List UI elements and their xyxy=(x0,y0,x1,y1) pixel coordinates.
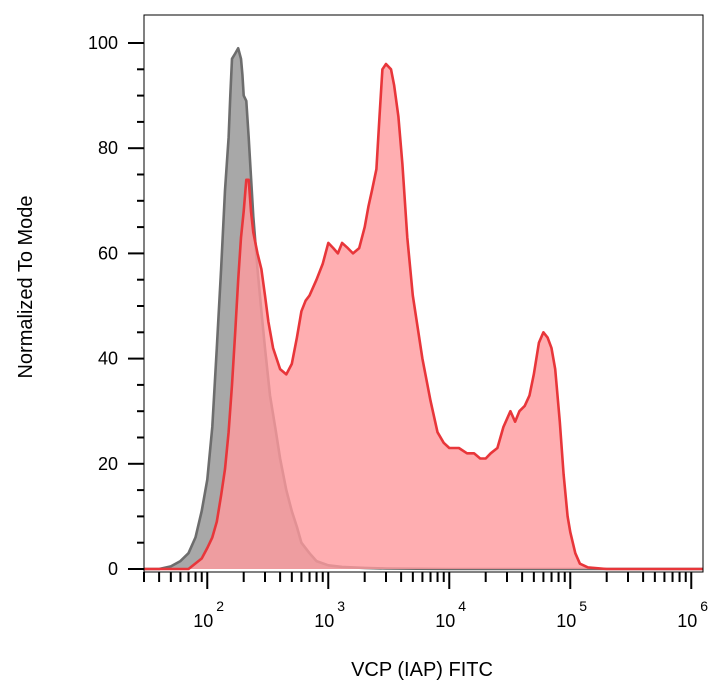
x-tick-label: 102 xyxy=(193,598,224,631)
y-tick-label: 40 xyxy=(98,349,118,369)
x-axis-title: VCP (IAP) FITC xyxy=(351,659,493,681)
y-tick-label: 100 xyxy=(88,33,118,53)
x-tick-label: 105 xyxy=(556,598,587,631)
series-2-fill xyxy=(144,64,703,569)
y-axis: 0 20 40 60 80 100 xyxy=(88,33,144,579)
y-tick-label: 80 xyxy=(98,138,118,158)
series-layer xyxy=(144,46,703,571)
x-tick-label: 104 xyxy=(435,598,466,631)
x-tick-label: 106 xyxy=(677,598,708,631)
plot-frame xyxy=(143,14,704,573)
x-tick-label: 103 xyxy=(314,598,345,631)
y-tick-label: 60 xyxy=(98,243,118,263)
series-2-line xyxy=(144,62,703,571)
y-tick-label: 20 xyxy=(98,454,118,474)
y-axis-title: Normalized To Mode xyxy=(15,195,37,378)
y-tick-label: 0 xyxy=(108,559,118,579)
x-axis: 102 103 104 105 106 xyxy=(143,572,708,631)
